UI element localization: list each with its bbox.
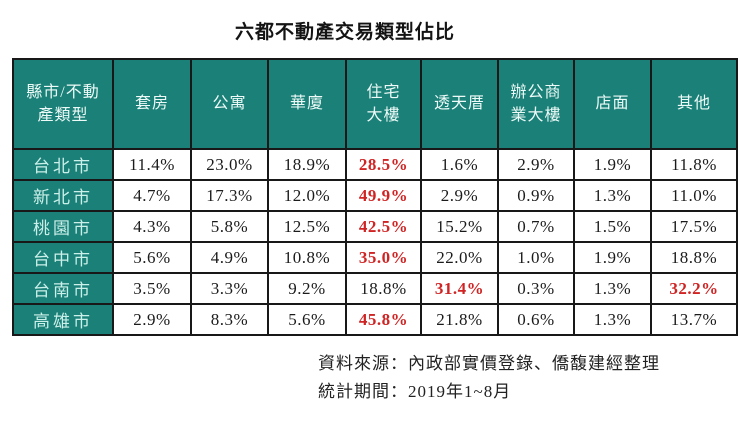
row-header-city: 台南市 [12, 272, 114, 305]
column-header-7: 其他 [650, 58, 738, 150]
data-cell: 13.7% [650, 303, 738, 336]
data-cell: 11.4% [112, 148, 192, 181]
data-cell: 4.3% [112, 210, 192, 243]
footer-note: 資料來源：內政部實價登錄、僑馥建經整理 統計期間：2019年1~8月 [318, 350, 660, 406]
table-row-高雄市: 高雄市 2.9% 8.3% 5.6% 45.8% 21.8% 0.6% 1.3% 13.7% [12, 303, 738, 336]
data-cell: 42.5% [345, 210, 422, 243]
footer-period: 統計期間：2019年1~8月 [318, 382, 512, 401]
data-cell: 5.6% [267, 303, 347, 336]
data-cell: 15.2% [420, 210, 499, 243]
column-header-1: 公寓 [190, 58, 269, 150]
data-cell: 1.0% [497, 241, 575, 274]
data-cell: 8.3% [190, 303, 269, 336]
data-cell: 49.9% [345, 179, 422, 212]
data-cell: 21.8% [420, 303, 499, 336]
data-cell: 17.3% [190, 179, 269, 212]
table-row-桃園市: 桃園市 4.3% 5.8% 12.5% 42.5% 15.2% 0.7% 1.5% 17.5% [12, 210, 738, 243]
data-cell: 0.3% [497, 272, 575, 305]
data-cell: 28.5% [345, 148, 422, 181]
data-cell: 18.8% [345, 272, 422, 305]
data-cell: 10.8% [267, 241, 347, 274]
data-cell: 1.3% [573, 179, 652, 212]
data-cell: 9.2% [267, 272, 347, 305]
row-header-city: 台北市 [12, 148, 114, 181]
table-header-row: 縣市/不動 產類型 套房 公寓 華廈 住宅 大樓 透天厝 辦公商 業大樓 店面 其他 [12, 58, 738, 150]
data-cell: 4.7% [112, 179, 192, 212]
data-cell: 12.5% [267, 210, 347, 243]
row-header-city: 新北市 [12, 179, 114, 212]
column-header-4: 透天厝 [420, 58, 499, 150]
data-cell: 4.9% [190, 241, 269, 274]
data-cell: 0.6% [497, 303, 575, 336]
table-row-新北市: 新北市 4.7% 17.3% 12.0% 49.9% 2.9% 0.9% 1.3% 11.0% [12, 179, 738, 212]
data-cell: 3.3% [190, 272, 269, 305]
data-cell: 1.9% [573, 241, 652, 274]
row-header-city: 台中市 [12, 241, 114, 274]
column-header-5: 辦公商 業大樓 [497, 58, 575, 150]
data-cell: 5.8% [190, 210, 269, 243]
data-cell: 2.9% [112, 303, 192, 336]
corner-header: 縣市/不動 產類型 [12, 58, 114, 150]
data-cell: 23.0% [190, 148, 269, 181]
column-header-6: 店面 [573, 58, 652, 150]
data-cell: 0.7% [497, 210, 575, 243]
column-header-2: 華廈 [267, 58, 347, 150]
column-header-0: 套房 [112, 58, 192, 150]
data-cell: 1.6% [420, 148, 499, 181]
column-header-3: 住宅 大樓 [345, 58, 422, 150]
table-row-台南市: 台南市 3.5% 3.3% 9.2% 18.8% 31.4% 0.3% 1.3% 32.2% [12, 272, 738, 305]
data-cell: 18.8% [650, 241, 738, 274]
data-cell: 2.9% [420, 179, 499, 212]
data-cell: 12.0% [267, 179, 347, 212]
data-cell: 11.0% [650, 179, 738, 212]
data-cell: 45.8% [345, 303, 422, 336]
row-header-city: 高雄市 [12, 303, 114, 336]
property-type-table: 縣市/不動 產類型 套房 公寓 華廈 住宅 大樓 透天厝 辦公商 業大樓 店面 其他 台北市 11… [12, 58, 738, 336]
data-cell: 1.3% [573, 272, 652, 305]
table-row-台中市: 台中市 5.6% 4.9% 10.8% 35.0% 22.0% 1.0% 1.9% 18.8% [12, 241, 738, 274]
data-cell: 5.6% [112, 241, 192, 274]
data-cell: 1.5% [573, 210, 652, 243]
data-cell: 1.3% [573, 303, 652, 336]
data-cell: 17.5% [650, 210, 738, 243]
footer-source: 資料來源：內政部實價登錄、僑馥建經整理 [318, 354, 660, 373]
data-cell: 35.0% [345, 241, 422, 274]
data-cell: 18.9% [267, 148, 347, 181]
page-title: 六都不動產交易類型佔比 [234, 22, 455, 43]
data-cell: 31.4% [420, 272, 499, 305]
data-cell: 3.5% [112, 272, 192, 305]
row-header-city: 桃園市 [12, 210, 114, 243]
data-cell: 32.2% [650, 272, 738, 305]
table-row-台北市: 台北市 11.4% 23.0% 18.9% 28.5% 1.6% 2.9% 1.9% 11.8% [12, 148, 738, 181]
data-cell: 0.9% [497, 179, 575, 212]
data-cell: 11.8% [650, 148, 738, 181]
data-cell: 22.0% [420, 241, 499, 274]
data-cell: 2.9% [497, 148, 575, 181]
data-cell: 1.9% [573, 148, 652, 181]
